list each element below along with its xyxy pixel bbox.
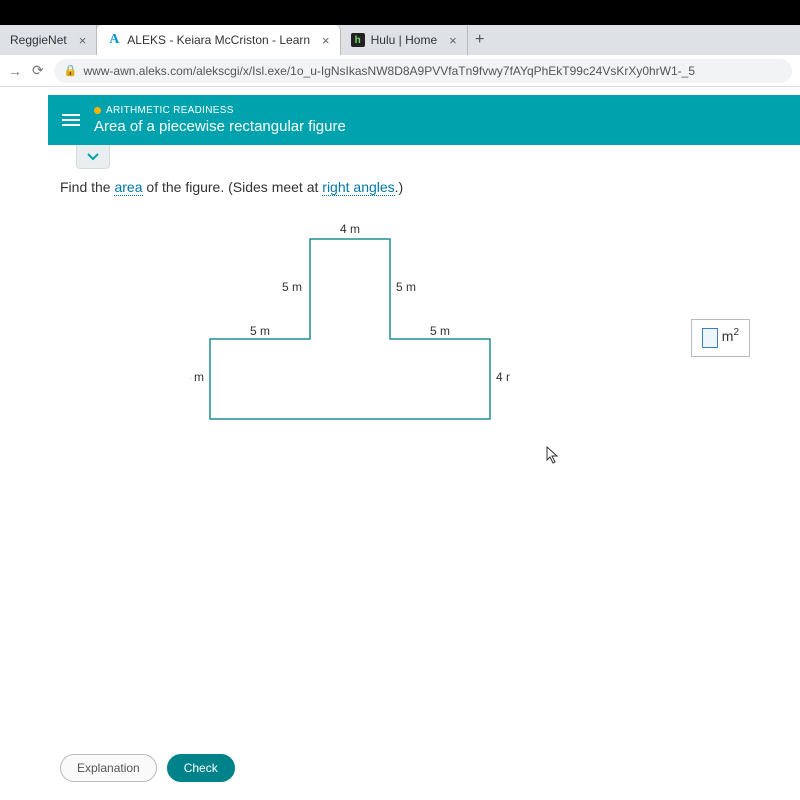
label-upper-left: 5 m bbox=[282, 280, 302, 294]
lesson-title: Area of a piecewise rectangular figure bbox=[94, 118, 346, 135]
lesson-category: ARITHMETIC READINESS bbox=[94, 105, 346, 116]
forward-icon[interactable]: → bbox=[8, 63, 22, 79]
tab-strip: ReggieNet × A ALEKS - Keiara McCriston -… bbox=[0, 25, 800, 55]
answer-input[interactable] bbox=[702, 328, 718, 348]
link-right-angles[interactable]: right angles bbox=[322, 179, 394, 196]
tab-label: Hulu | Home bbox=[371, 33, 437, 47]
collapse-toggle[interactable] bbox=[76, 145, 110, 169]
piecewise-figure: 4 m 5 m 5 m 5 m 5 m 4 m 4 m bbox=[190, 219, 510, 439]
tab-label: ReggieNet bbox=[10, 33, 67, 47]
label-upper-right: 5 m bbox=[396, 280, 416, 294]
tab-label: ALEKS - Keiara McCriston - Learn bbox=[127, 33, 310, 47]
label-top: 4 m bbox=[340, 222, 360, 236]
check-button[interactable]: Check bbox=[167, 754, 235, 782]
label-shelf-left: 5 m bbox=[250, 324, 270, 338]
new-tab-button[interactable]: + bbox=[468, 31, 492, 49]
figure: 4 m 5 m 5 m 5 m 5 m 4 m 4 m m2 bbox=[60, 209, 620, 469]
reload-icon[interactable]: ⟳ bbox=[32, 62, 44, 79]
lock-icon: 🔒 bbox=[64, 64, 78, 77]
url-input[interactable]: 🔒 www-awn.aleks.com/alekscgi/x/Isl.exe/1… bbox=[54, 59, 792, 83]
aleks-favicon: A bbox=[107, 33, 121, 47]
url-text: www-awn.aleks.com/alekscgi/x/Isl.exe/1o_… bbox=[83, 64, 695, 78]
tab-hulu[interactable]: h Hulu | Home × bbox=[341, 25, 468, 55]
label-lower-left: 4 m bbox=[190, 370, 204, 384]
chevron-down-icon bbox=[86, 150, 100, 164]
answer-box: m2 bbox=[691, 319, 750, 357]
hulu-favicon: h bbox=[351, 33, 365, 47]
close-icon[interactable]: × bbox=[449, 33, 457, 48]
question-text: Find the area of the figure. (Sides meet… bbox=[60, 179, 780, 195]
lesson-header: ARITHMETIC READINESS Area of a piecewise… bbox=[48, 95, 800, 145]
label-lower-right: 4 m bbox=[496, 370, 510, 384]
tab-aleks[interactable]: A ALEKS - Keiara McCriston - Learn × bbox=[97, 25, 340, 55]
footer-actions: Explanation Check bbox=[60, 754, 235, 782]
label-shelf-right: 5 m bbox=[430, 324, 450, 338]
cursor-icon bbox=[546, 446, 560, 469]
menu-icon[interactable] bbox=[62, 114, 80, 126]
close-icon[interactable]: × bbox=[79, 33, 87, 48]
link-area[interactable]: area bbox=[114, 179, 142, 196]
close-icon[interactable]: × bbox=[322, 33, 330, 48]
explanation-button[interactable]: Explanation bbox=[60, 754, 157, 782]
address-bar: → ⟳ 🔒 www-awn.aleks.com/alekscgi/x/Isl.e… bbox=[0, 55, 800, 87]
status-dot-icon bbox=[94, 107, 101, 114]
answer-unit: m2 bbox=[722, 328, 739, 344]
tab-reggienet[interactable]: ReggieNet × bbox=[0, 25, 97, 55]
